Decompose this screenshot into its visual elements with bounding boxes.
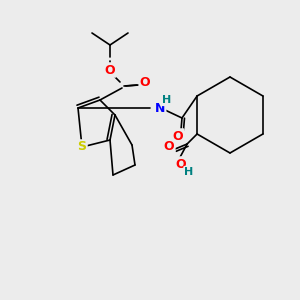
Text: O: O [164,140,174,154]
Text: H: H [162,95,172,105]
Text: H: H [184,167,194,177]
Text: O: O [173,130,183,142]
Text: S: S [77,140,86,154]
Text: O: O [105,64,115,76]
Text: O: O [176,158,186,170]
Text: O: O [140,76,150,88]
Text: N: N [155,101,165,115]
